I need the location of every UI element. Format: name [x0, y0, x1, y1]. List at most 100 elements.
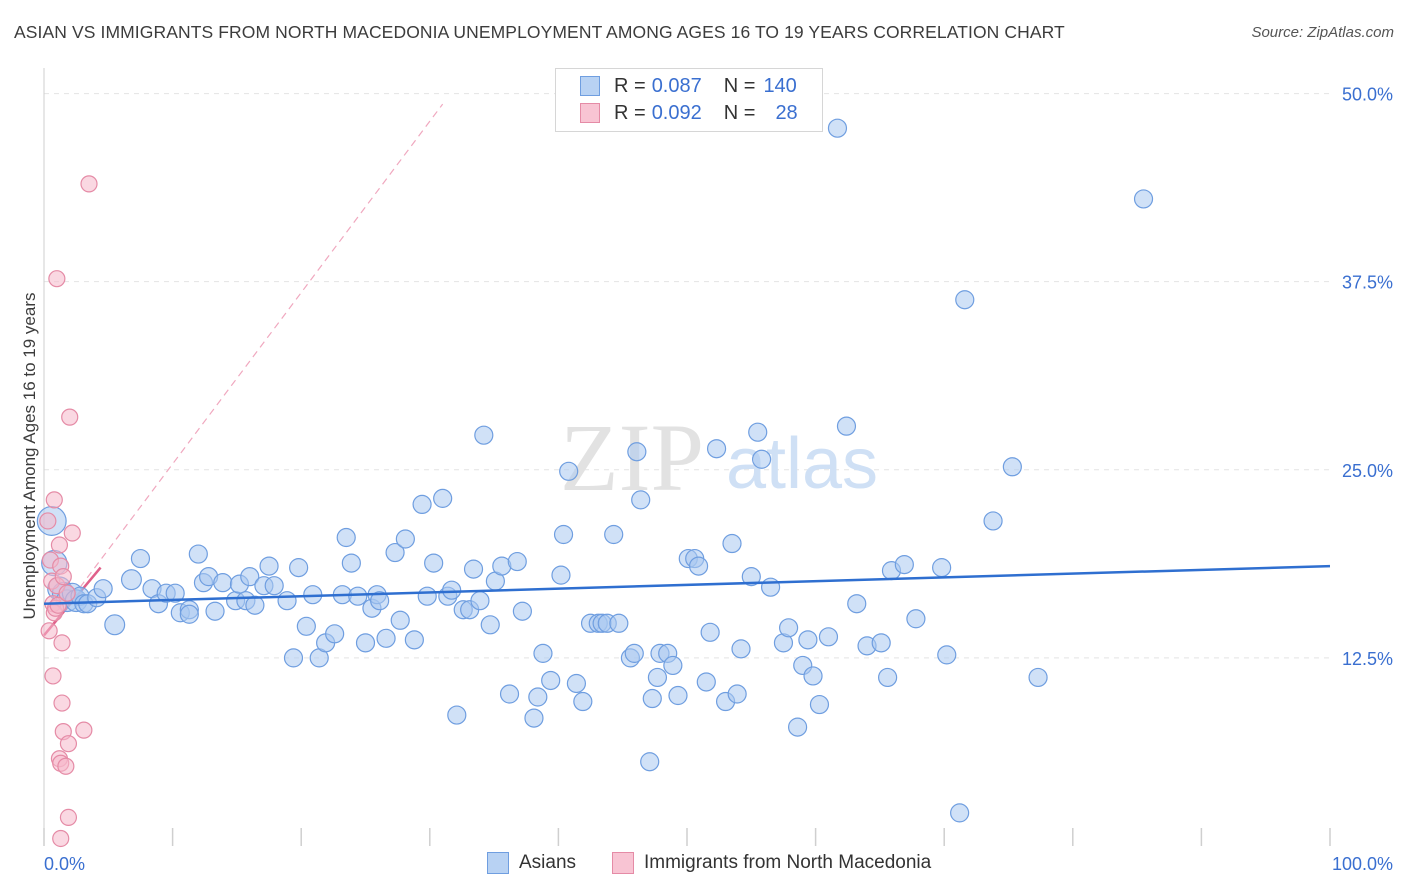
stats-row-asians: R = 0.087 N = 140 — [580, 74, 797, 98]
asians-swatch — [580, 76, 600, 96]
asians-point — [404, 630, 424, 650]
asians-point — [878, 667, 898, 688]
macedonia-trend-extension — [43, 103, 444, 636]
asians-r-label: R = — [614, 74, 646, 97]
asians-point — [642, 688, 662, 709]
asians-point — [259, 556, 279, 576]
asians-point — [245, 595, 265, 615]
asians-r-value: 0.087 — [651, 74, 702, 97]
asians-point — [507, 551, 527, 572]
asians-point — [573, 691, 593, 712]
asians-trend-line — [43, 564, 1331, 605]
macedonia-point — [58, 584, 76, 602]
asians-point — [847, 594, 867, 614]
macedonia-trend — [43, 103, 444, 637]
asians-point — [688, 556, 709, 576]
macedonia-point — [39, 512, 57, 530]
macedonia-swatch — [580, 103, 600, 123]
macedonia-point — [63, 524, 81, 542]
stats-row-macedonia: R = 0.092 N = 28 — [580, 101, 798, 125]
x-tick-label: 100.0% — [1332, 854, 1393, 874]
asians-point — [355, 633, 376, 653]
watermark-atlas: atlas — [726, 424, 878, 504]
asians-point — [385, 542, 405, 563]
asians-point — [727, 684, 747, 704]
macedonia-r-value: 0.092 — [651, 101, 702, 124]
legend-asians-label: Asians — [519, 852, 577, 873]
asians-point — [937, 645, 957, 665]
asians-point — [283, 648, 304, 668]
asians-point — [417, 586, 437, 606]
asians-point — [604, 524, 624, 545]
legend-macedonia[interactable]: Immigrants from North Macedonia — [612, 852, 931, 874]
macedonia-point — [48, 270, 66, 288]
asians-point — [512, 601, 532, 621]
macedonia-point — [59, 735, 78, 753]
asians-point — [240, 567, 260, 587]
asians-point — [289, 558, 309, 578]
asians-point — [640, 752, 660, 772]
asians-point — [470, 591, 490, 611]
asians-point — [609, 613, 629, 633]
asians-point — [803, 666, 823, 686]
asians-point — [120, 569, 142, 591]
asians-point — [836, 416, 857, 436]
asians-point — [341, 553, 361, 573]
asians-point — [894, 554, 914, 575]
asians-point — [722, 533, 742, 554]
asians-point — [533, 643, 553, 663]
macedonia-point — [54, 568, 72, 586]
asians-point — [809, 694, 830, 715]
asians-point — [480, 615, 500, 635]
asians-point — [412, 494, 432, 515]
y-tick-label: 50.0% — [1342, 85, 1393, 105]
asians-point — [348, 586, 368, 606]
macedonia-point — [57, 757, 75, 775]
asians-point — [213, 573, 233, 593]
gridlines — [44, 93, 1330, 659]
y-axis-label: Unemployment Among Ages 16 to 19 years — [20, 292, 39, 620]
asians-point — [932, 558, 952, 578]
asians-point — [390, 610, 410, 630]
macedonia-point — [53, 694, 71, 712]
asians-point — [264, 576, 284, 596]
asians-point — [551, 565, 571, 585]
asians-point — [787, 717, 808, 737]
asians-point — [696, 672, 716, 692]
asians-point — [950, 803, 970, 823]
asians-point — [627, 442, 647, 462]
macedonia-point — [53, 634, 71, 652]
asians-point — [165, 583, 185, 603]
asians-point — [395, 529, 415, 549]
asians-point — [104, 614, 126, 636]
asians-point — [447, 705, 467, 725]
asians-point — [376, 628, 396, 648]
macedonia-r-label: R = — [614, 101, 646, 124]
asians-point — [277, 591, 297, 611]
asians-point — [983, 511, 1003, 531]
macedonia-point — [52, 829, 70, 848]
macedonia-point — [75, 721, 93, 739]
macedonia-point — [59, 808, 78, 827]
asians-point — [179, 604, 199, 624]
chart-title: ASIAN VS IMMIGRANTS FROM NORTH MACEDONIA… — [14, 22, 1065, 42]
legend-macedonia-label: Immigrants from North Macedonia — [644, 852, 932, 873]
macedonia-n-label: N = — [723, 101, 756, 124]
asians-point — [559, 461, 579, 481]
x-tick-label: 0.0% — [44, 854, 85, 874]
asians-point — [955, 290, 975, 310]
watermark: ZIP atlas — [560, 404, 878, 511]
asians-trend — [43, 564, 1331, 605]
asians-points — [36, 118, 1154, 823]
asians-point — [871, 633, 891, 653]
asians-point — [668, 685, 688, 706]
asians-point — [553, 524, 574, 545]
legend-macedonia-swatch — [612, 852, 634, 874]
legend-asians[interactable]: Asians — [487, 852, 576, 874]
asians-point — [731, 639, 751, 659]
source-label: Source: ZipAtlas.com — [1251, 24, 1394, 41]
y-tick-label: 12.5% — [1342, 649, 1393, 669]
asians-point — [748, 422, 768, 442]
macedonia-point — [80, 175, 98, 193]
